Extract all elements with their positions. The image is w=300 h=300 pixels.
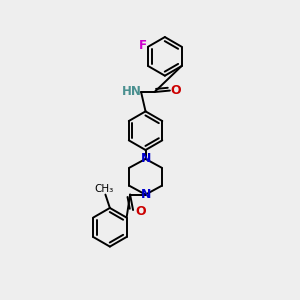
- Text: N: N: [141, 188, 151, 201]
- Text: F: F: [139, 39, 147, 52]
- Text: O: O: [136, 205, 146, 218]
- Text: HN: HN: [122, 85, 142, 98]
- Text: N: N: [141, 152, 151, 165]
- Text: O: O: [170, 84, 181, 97]
- Text: CH₃: CH₃: [94, 184, 114, 194]
